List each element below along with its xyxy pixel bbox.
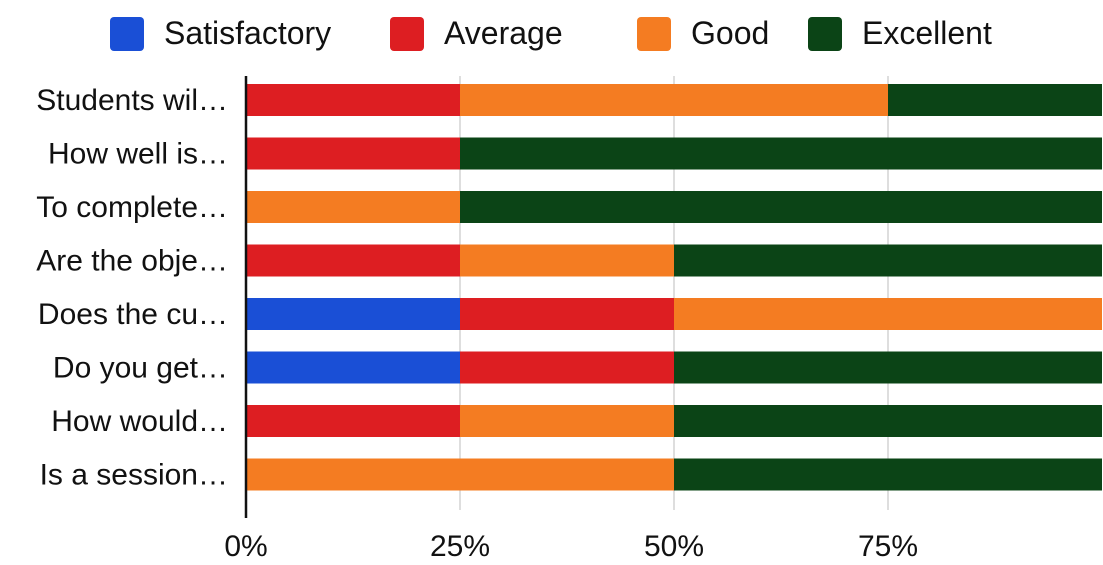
x-tick-label: 25% — [430, 530, 490, 563]
bar-excellent-row-3 — [460, 191, 1102, 223]
category-label: How well is… — [48, 138, 228, 171]
category-label: Does the cu… — [38, 298, 228, 331]
bar-excellent-row-2 — [460, 137, 1102, 170]
legend-item-good: Good — [637, 15, 769, 51]
legend-item-excellent: Excellent — [808, 15, 992, 51]
bar-average-row-5 — [460, 298, 674, 330]
x-tick-label: 0% — [224, 530, 267, 563]
bar-average-row-7 — [246, 405, 460, 437]
category-label: Is a session… — [40, 459, 228, 492]
bar-excellent-row-6 — [674, 351, 1102, 384]
legend-swatch — [110, 17, 144, 51]
legend-item-satisfactory: Satisfactory — [110, 15, 331, 51]
bar-good-row-4 — [460, 244, 674, 277]
bar-average-row-1 — [246, 84, 460, 116]
x-tick-labels: 0% 25% 50% 75% — [224, 530, 918, 563]
category-label: Do you get… — [53, 352, 228, 385]
category-label: To complete… — [36, 191, 228, 224]
legend-swatch — [808, 17, 842, 51]
bar-satisfactory-row-5 — [246, 298, 460, 330]
category-label: How would… — [51, 405, 228, 438]
category-label: Are the obje… — [36, 245, 228, 278]
legend-label: Satisfactory — [164, 15, 331, 51]
legend: Satisfactory Average Good Excellent — [110, 15, 992, 51]
bar-satisfactory-row-6 — [246, 351, 460, 384]
bar-excellent-row-4 — [674, 244, 1102, 277]
legend-label: Good — [691, 15, 769, 51]
bar-excellent-row-1 — [888, 84, 1102, 116]
bar-excellent-row-8 — [674, 458, 1102, 491]
bar-average-row-4 — [246, 244, 460, 277]
legend-swatch — [637, 17, 671, 51]
bar-good-row-5 — [674, 298, 1102, 330]
bar-good-row-8 — [246, 458, 674, 491]
bar-good-row-3 — [246, 191, 460, 223]
bar-good-row-1 — [460, 84, 888, 116]
bar-good-row-7 — [460, 405, 674, 437]
bar-average-row-2 — [246, 137, 460, 170]
legend-label: Excellent — [862, 15, 992, 51]
legend-label: Average — [444, 15, 563, 51]
bars — [246, 84, 1102, 491]
bar-average-row-6 — [460, 351, 674, 384]
category-labels: Students wil… How well is… To complete… Are… — [36, 84, 228, 492]
category-label: Students wil… — [36, 84, 228, 117]
x-tick-label: 50% — [644, 530, 704, 563]
bar-excellent-row-7 — [674, 405, 1102, 437]
legend-swatch — [390, 17, 424, 51]
legend-item-average: Average — [390, 15, 563, 51]
x-tick-label: 75% — [858, 530, 918, 563]
